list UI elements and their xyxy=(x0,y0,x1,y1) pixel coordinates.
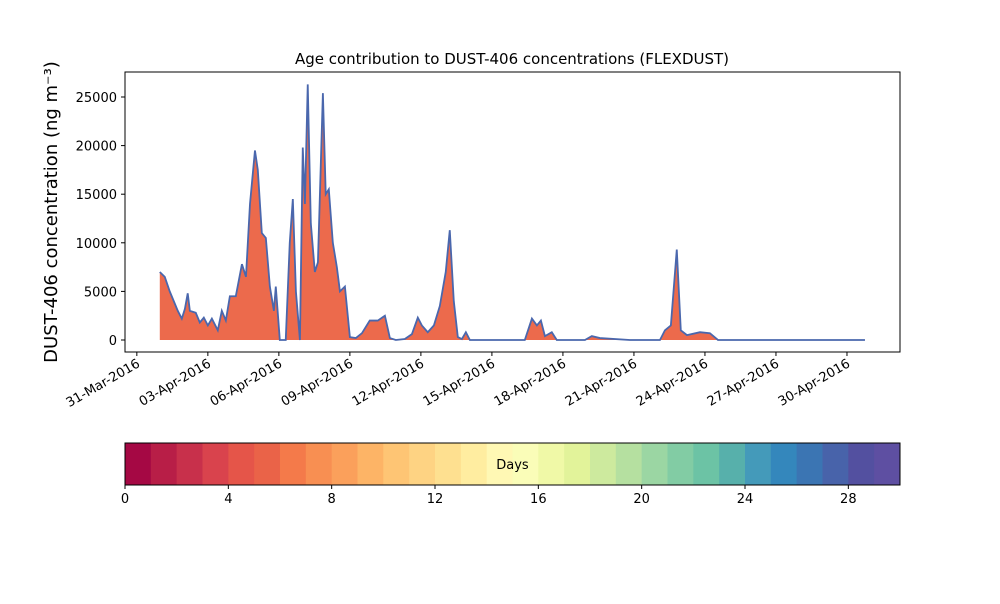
area xyxy=(159,84,865,340)
y-tick-label: 5000 xyxy=(84,285,117,300)
y-tick-label: 10000 xyxy=(76,237,117,252)
colorbar-swatch xyxy=(331,443,358,485)
y-tick-label: 15000 xyxy=(76,188,117,203)
y-tick-label: 0 xyxy=(109,334,117,349)
colorbar-tick-label: 4 xyxy=(224,492,232,507)
colorbar-swatch xyxy=(512,443,539,485)
line xyxy=(159,84,865,341)
x-tick-label: 06-Apr-2016 xyxy=(208,356,285,409)
colorbar-tick-label: 12 xyxy=(427,492,444,507)
colorbar-swatch xyxy=(176,443,203,485)
colorbar-swatch xyxy=(641,443,668,485)
colorbar-swatch xyxy=(280,443,307,485)
colorbar-swatch xyxy=(383,443,410,485)
colorbar-label: Days xyxy=(496,458,529,473)
colorbar-frame xyxy=(124,442,901,486)
x-tick-label: 09-Apr-2016 xyxy=(279,356,356,409)
x-tick-label: 12-Apr-2016 xyxy=(350,356,427,409)
x-tick-label: 21-Apr-2016 xyxy=(563,356,640,409)
x-tick-label: 15-Apr-2016 xyxy=(421,356,498,409)
colorbar-swatch xyxy=(435,443,462,485)
y-tick-label: 20000 xyxy=(76,140,117,155)
colorbar-swatch xyxy=(409,443,436,485)
colorbar-swatch xyxy=(538,443,565,485)
colorbar-swatch xyxy=(228,443,255,485)
colorbar-swatch xyxy=(254,443,281,485)
plot-frame xyxy=(124,71,901,353)
colorbar-swatch xyxy=(615,443,643,485)
colorbar-swatch xyxy=(770,443,798,485)
colorbar-swatch xyxy=(848,443,875,485)
colorbar-swatch xyxy=(305,443,333,485)
colorbar-swatch xyxy=(564,443,591,485)
colorbar-swatch xyxy=(460,443,488,485)
y-axis-label: DUST-406 concentration (ng m⁻³) xyxy=(41,61,62,363)
colorbar-swatch xyxy=(822,443,849,485)
colorbar-swatch xyxy=(150,443,178,485)
x-tick-label: 27-Apr-2016 xyxy=(705,356,782,409)
colorbar-tick-label: 24 xyxy=(737,492,754,507)
colorbar-swatch xyxy=(590,443,617,485)
x-tick-label: 24-Apr-2016 xyxy=(634,356,711,409)
colorbar-swatch xyxy=(486,443,513,485)
colorbar-tick-label: 16 xyxy=(530,492,547,507)
y-tick-label: 25000 xyxy=(76,91,117,106)
x-tick-label: 03-Apr-2016 xyxy=(137,356,214,409)
colorbar-swatch xyxy=(357,443,384,485)
colorbar-tick-label: 0 xyxy=(121,492,129,507)
colorbar-swatch xyxy=(796,443,823,485)
colorbar-swatch xyxy=(667,443,694,485)
x-tick-label: 31-Mar-2016 xyxy=(64,356,143,410)
colorbar-swatch xyxy=(125,443,152,485)
colorbar-swatch xyxy=(874,443,901,485)
x-tick-label: 30-Apr-2016 xyxy=(776,356,853,409)
colorbar-swatch xyxy=(719,443,746,485)
colorbar-tick-label: 28 xyxy=(840,492,857,507)
colorbar-swatch xyxy=(745,443,772,485)
chart-title: Age contribution to DUST-406 concentrati… xyxy=(295,50,729,68)
x-tick-label: 18-Apr-2016 xyxy=(492,356,569,409)
colorbar-tick-label: 20 xyxy=(633,492,650,507)
colorbar-tick-label: 8 xyxy=(328,492,336,507)
colorbar-swatch xyxy=(202,443,229,485)
colorbar-swatch xyxy=(693,443,720,485)
